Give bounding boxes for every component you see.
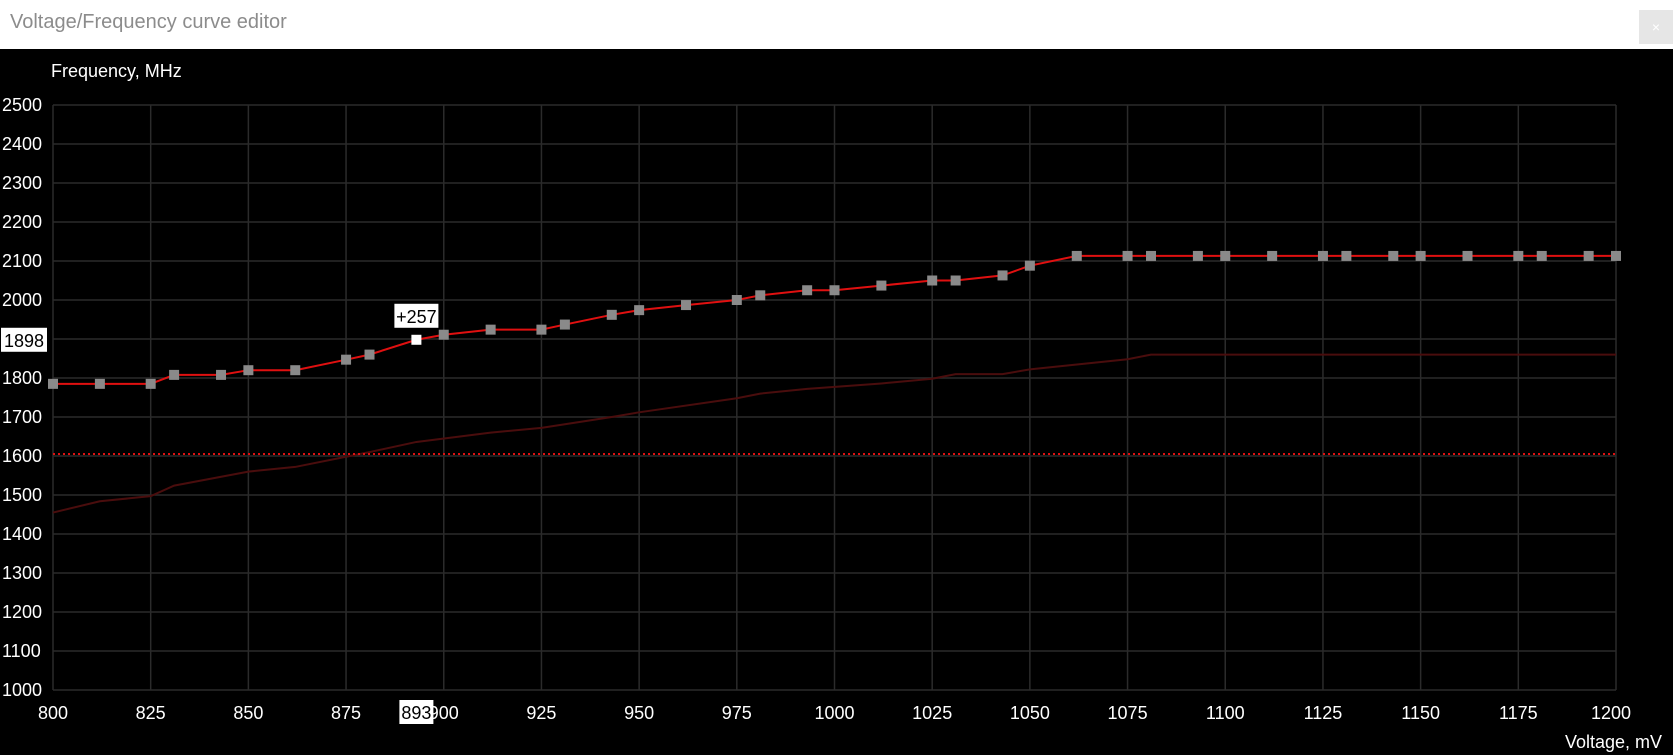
selected-voltage-label: 893 bbox=[401, 703, 431, 723]
y-tick-label: 1000 bbox=[2, 680, 42, 700]
x-tick-label: 825 bbox=[136, 703, 166, 723]
x-tick-label: 850 bbox=[233, 703, 263, 723]
base-curve bbox=[52, 353, 1616, 514]
y-tick-label: 1400 bbox=[2, 524, 42, 544]
curve-point[interactable] bbox=[1192, 250, 1203, 261]
y-axis-title: Frequency, MHz bbox=[51, 61, 182, 81]
curve-point[interactable] bbox=[1267, 250, 1278, 261]
curve-point[interactable] bbox=[364, 349, 375, 360]
curve-point[interactable] bbox=[1122, 250, 1133, 261]
curve-point[interactable] bbox=[731, 295, 742, 305]
offset-label: +257 bbox=[396, 307, 437, 327]
curve-point[interactable] bbox=[997, 270, 1008, 281]
x-tick-label: 1125 bbox=[1304, 703, 1343, 723]
selected-frequency-label: 1898 bbox=[4, 331, 44, 351]
curve-point[interactable] bbox=[1415, 250, 1426, 261]
y-tick-label: 2500 bbox=[2, 95, 42, 115]
curve-point[interactable] bbox=[950, 275, 961, 286]
curve-point[interactable] bbox=[1341, 250, 1352, 261]
selected-voltage-box bbox=[399, 700, 434, 724]
curve-point[interactable] bbox=[1611, 250, 1621, 261]
curve-point[interactable] bbox=[438, 329, 449, 340]
x-tick-label: 1025 bbox=[912, 703, 952, 723]
curve-point[interactable] bbox=[169, 369, 180, 380]
curve-point[interactable] bbox=[802, 285, 813, 296]
y-tick-label: 2100 bbox=[2, 251, 42, 271]
y-tick-label: 2400 bbox=[2, 134, 42, 154]
curve-editor-chart[interactable]: 800 825 850 875 900 925 950 975 1000 1025 1050 1075… bbox=[0, 49, 1673, 755]
x-tick-label: 900 bbox=[429, 703, 459, 723]
x-tick-label: 975 bbox=[722, 703, 752, 723]
curve-point[interactable] bbox=[634, 305, 645, 316]
x-tick-label: 1200 bbox=[1591, 703, 1631, 723]
curve-points[interactable] bbox=[48, 250, 1621, 389]
curve-point[interactable] bbox=[536, 324, 547, 335]
curve-point[interactable] bbox=[341, 354, 352, 365]
curve-point[interactable] bbox=[606, 309, 617, 320]
x-tick-label: 950 bbox=[624, 703, 654, 723]
x-tick-label: 925 bbox=[526, 703, 556, 723]
x-tick-label: 1175 bbox=[1499, 703, 1538, 723]
y-tick-label: 1600 bbox=[2, 446, 42, 466]
y-tick-label: 1300 bbox=[2, 563, 42, 583]
curve-point[interactable] bbox=[927, 275, 938, 286]
selected-frequency-box bbox=[1, 327, 47, 352]
curve-point[interactable] bbox=[48, 378, 58, 389]
curve-point[interactable] bbox=[290, 365, 301, 376]
curve-point[interactable] bbox=[216, 369, 227, 380]
curve-point[interactable] bbox=[755, 290, 766, 301]
curve-point[interactable] bbox=[829, 285, 840, 296]
curve-point[interactable] bbox=[1220, 250, 1231, 261]
y-tick-label: 1700 bbox=[2, 407, 42, 427]
x-tick-label: 1000 bbox=[814, 703, 854, 723]
close-icon: × bbox=[1651, 19, 1661, 35]
base-curve-line bbox=[52, 353, 1616, 514]
x-tick-label: 875 bbox=[331, 703, 361, 723]
curve-point[interactable] bbox=[485, 324, 496, 335]
y-tick-label: 1200 bbox=[2, 602, 42, 622]
selection-markers: 1898 893 +257 bbox=[1, 303, 439, 724]
curve-point[interactable] bbox=[1071, 250, 1082, 261]
window-title: Voltage/Frequency curve editor bbox=[10, 11, 287, 33]
curve-point[interactable] bbox=[1146, 250, 1157, 261]
curve-point[interactable] bbox=[1024, 260, 1035, 271]
grid bbox=[52, 104, 1617, 691]
selected-curve-point[interactable] bbox=[411, 334, 422, 345]
axis-labels: 800 825 850 875 900 925 950 975 1000 1025 1050 1075… bbox=[2, 61, 1662, 752]
y-tick-label: 1100 bbox=[2, 641, 41, 661]
curve-point[interactable] bbox=[1536, 250, 1547, 261]
x-tick-label: 1050 bbox=[1010, 703, 1050, 723]
close-button[interactable]: × bbox=[1639, 10, 1673, 44]
y-tick-label: 1800 bbox=[2, 368, 42, 388]
y-tick-label: 2000 bbox=[2, 290, 42, 310]
curve-point[interactable] bbox=[1462, 250, 1473, 261]
curve-point[interactable] bbox=[1388, 250, 1399, 261]
curve-point[interactable] bbox=[681, 300, 692, 311]
curve-point[interactable] bbox=[1317, 250, 1328, 261]
curve-point[interactable] bbox=[1583, 250, 1594, 261]
curve-point[interactable] bbox=[1513, 250, 1524, 261]
curve-point[interactable] bbox=[145, 378, 156, 389]
y-tick-label: 2300 bbox=[2, 173, 42, 193]
x-tick-label: 1100 bbox=[1206, 703, 1245, 723]
x-axis-title: Voltage, mV bbox=[1565, 732, 1662, 752]
y-tick-label: 1500 bbox=[2, 485, 42, 505]
title-bar: Voltage/Frequency curve editor × bbox=[0, 0, 1673, 49]
chart-canvas[interactable]: 800 825 850 875 900 925 950 975 1000 1025 1050 1075… bbox=[0, 49, 1673, 755]
curve-point[interactable] bbox=[94, 378, 105, 389]
curve-point[interactable] bbox=[876, 280, 887, 291]
offset-box bbox=[394, 303, 439, 328]
curve-point[interactable] bbox=[243, 365, 254, 376]
y-tick-label: 2200 bbox=[2, 212, 42, 232]
curve-point[interactable] bbox=[559, 319, 570, 330]
x-tick-label: 1075 bbox=[1108, 703, 1148, 723]
x-tick-label: 1150 bbox=[1401, 703, 1440, 723]
x-tick-label: 800 bbox=[38, 703, 68, 723]
